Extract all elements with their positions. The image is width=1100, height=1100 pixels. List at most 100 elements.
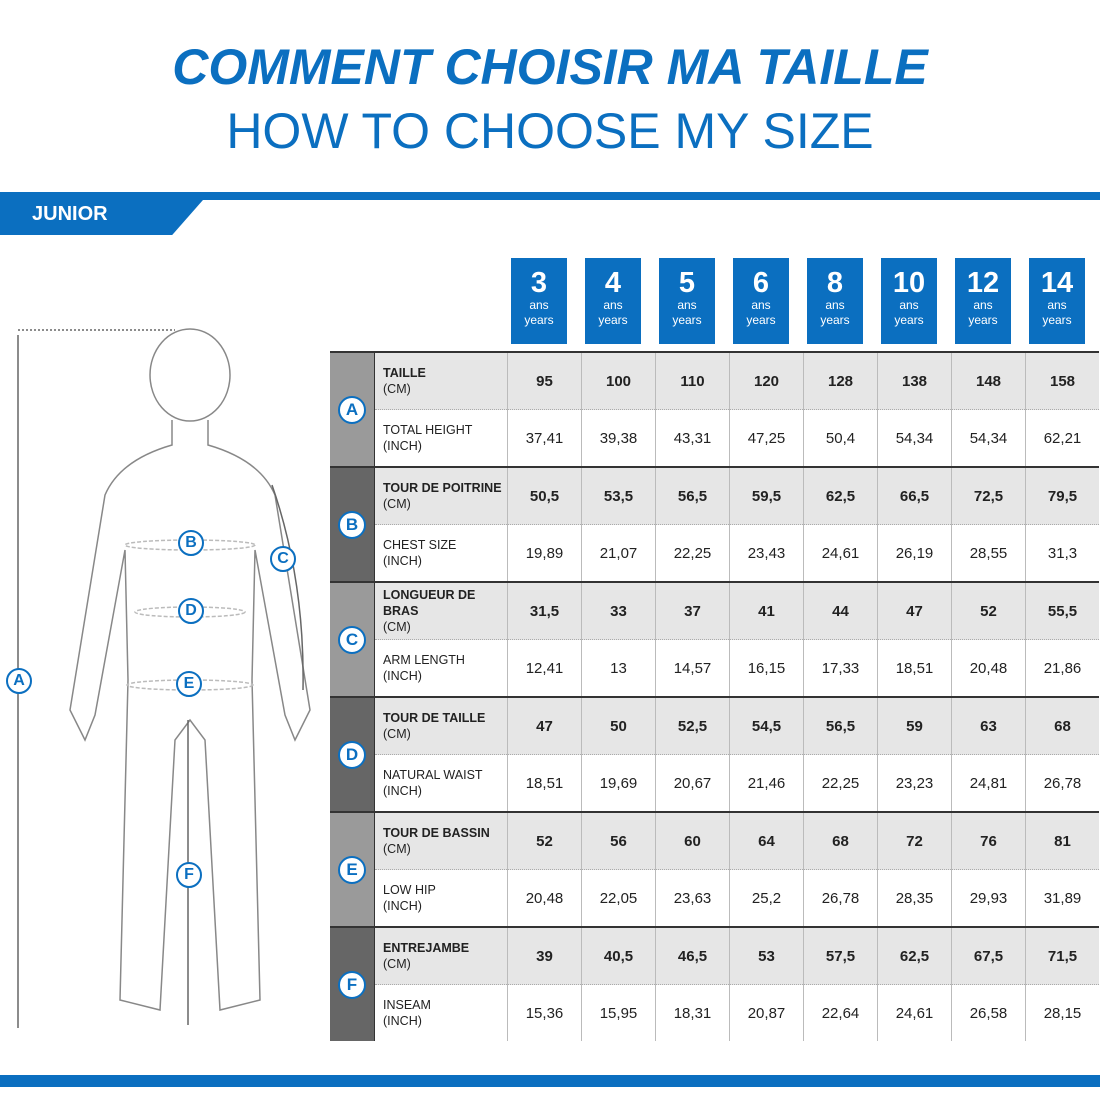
- label-text: CHEST SIZE: [383, 538, 457, 552]
- age-header: 14 ans years: [1029, 258, 1085, 344]
- section-label: JUNIOR: [32, 203, 108, 225]
- cell-cm: 56,5: [655, 466, 730, 525]
- cell-inch: 24,81: [951, 754, 1026, 812]
- cell-cm: 54,5: [729, 696, 804, 755]
- label-text: TOUR DE BASSIN: [383, 826, 490, 840]
- table-row-inch: LOW HIP (INCH) 20,48 22,05 23,63 25,2 26,78 28,…: [330, 869, 1099, 927]
- cell-inch: 21,07: [581, 524, 656, 582]
- group-letter: C: [338, 625, 366, 654]
- cell-cm: 120: [729, 351, 804, 410]
- age-header: 3 ans years: [511, 258, 567, 344]
- cell-cm: 40,5: [581, 926, 656, 985]
- cell-cm: 81: [1025, 811, 1099, 870]
- unit-text: (CM): [383, 957, 411, 971]
- section-divider: [0, 192, 1100, 200]
- table-row-cm: E TOUR DE BASSIN (CM) 52 56 60 64 68 72 76 81: [330, 811, 1099, 927]
- cell-inch: 24,61: [877, 984, 952, 1041]
- unit-text: (CM): [383, 620, 411, 634]
- cell-cm: 79,5: [1025, 466, 1099, 525]
- age-unit-en: years: [598, 313, 628, 327]
- group-letter: B: [338, 510, 366, 539]
- label-text: LONGUEUR DE BRAS: [383, 588, 476, 618]
- label-text: TOTAL HEIGHT: [383, 423, 473, 437]
- age-number: 3: [530, 267, 548, 299]
- cell-cm: 37: [655, 581, 730, 640]
- cell-cm: 64: [729, 811, 804, 870]
- cell-cm: 62,5: [877, 926, 952, 985]
- group-letter-cell: E: [330, 811, 375, 927]
- group-letter-cell: D: [330, 696, 375, 812]
- size-table: A TAILLE (CM) 95 100 110 120 128 138 148 158 TOTAL …: [330, 351, 1099, 1041]
- row-label: TOUR DE BASSIN (CM): [374, 811, 508, 870]
- cell-inch: 20,48: [507, 869, 582, 927]
- unit-text: (INCH): [383, 669, 422, 683]
- row-label: TOUR DE TAILLE (CM): [374, 696, 508, 755]
- cell-inch: 18,51: [877, 639, 952, 697]
- marker-f: F: [176, 862, 202, 888]
- cell-inch: 31,3: [1025, 524, 1099, 582]
- group-letter-cell: A: [330, 351, 375, 467]
- cell-cm: 68: [1025, 696, 1099, 755]
- cell-cm: 52: [507, 811, 582, 870]
- cell-cm: 158: [1025, 351, 1099, 410]
- group-letter-cell: F: [330, 926, 375, 1041]
- cell-inch: 21,86: [1025, 639, 1099, 697]
- cell-cm: 39: [507, 926, 582, 985]
- age-unit-fr: ans: [899, 298, 919, 312]
- age-unit-en: years: [672, 313, 702, 327]
- unit-text: (INCH): [383, 899, 422, 913]
- cell-inch: 47,25: [729, 409, 804, 467]
- cell-inch: 50,4: [803, 409, 878, 467]
- group-letter: A: [338, 395, 366, 424]
- child-body-figure: [17, 328, 311, 1028]
- row-label: ENTREJAMBE (CM): [374, 926, 508, 985]
- cell-cm: 33: [581, 581, 656, 640]
- cell-cm: 100: [581, 351, 656, 410]
- age-number: 12: [966, 267, 1000, 299]
- unit-text: (INCH): [383, 1014, 422, 1028]
- cell-cm: 71,5: [1025, 926, 1099, 985]
- age-unit-fr: ans: [825, 298, 845, 312]
- cell-inch: 20,48: [951, 639, 1026, 697]
- cell-cm: 41: [729, 581, 804, 640]
- cell-inch: 23,43: [729, 524, 804, 582]
- marker-e: E: [176, 671, 202, 697]
- cell-inch: 22,25: [655, 524, 730, 582]
- label-text: ARM LENGTH: [383, 653, 465, 667]
- age-unit-en: years: [968, 313, 998, 327]
- table-row-cm: D TOUR DE TAILLE (CM) 47 50 52,5 54,5 56,5 59 63 6…: [330, 696, 1099, 812]
- group-letter: E: [338, 855, 366, 884]
- cell-cm: 63: [951, 696, 1026, 755]
- cell-cm: 110: [655, 351, 730, 410]
- cell-inch: 15,36: [507, 984, 582, 1041]
- cell-inch: 19,89: [507, 524, 582, 582]
- age-number: 10: [892, 267, 926, 299]
- row-label: INSEAM (INCH): [374, 984, 508, 1041]
- cell-cm: 59: [877, 696, 952, 755]
- cell-cm: 52: [951, 581, 1026, 640]
- cell-inch: 17,33: [803, 639, 878, 697]
- unit-text: (INCH): [383, 554, 422, 568]
- label-text: INSEAM: [383, 998, 431, 1012]
- age-unit-fr: ans: [677, 298, 697, 312]
- cell-inch: 13: [581, 639, 656, 697]
- cell-inch: 22,64: [803, 984, 878, 1041]
- cell-cm: 59,5: [729, 466, 804, 525]
- cell-inch: 37,41: [507, 409, 582, 467]
- group-letter: F: [338, 970, 366, 999]
- unit-text: (INCH): [383, 439, 422, 453]
- cell-cm: 53,5: [581, 466, 656, 525]
- age-unit-fr: ans: [603, 298, 623, 312]
- table-row-inch: ARM LENGTH (INCH) 12,41 13 14,57 16,15 17,33 18…: [330, 639, 1099, 697]
- age-unit-en: years: [894, 313, 924, 327]
- age-number: 14: [1040, 267, 1074, 299]
- cell-inch: 54,34: [877, 409, 952, 467]
- age-number: 6: [752, 267, 770, 299]
- group-letter-cell: B: [330, 466, 375, 582]
- row-label: CHEST SIZE (INCH): [374, 524, 508, 582]
- cell-cm: 72,5: [951, 466, 1026, 525]
- bottom-bar: [0, 1075, 1100, 1087]
- title-english: HOW TO CHOOSE MY SIZE: [226, 103, 874, 159]
- cell-inch: 20,87: [729, 984, 804, 1041]
